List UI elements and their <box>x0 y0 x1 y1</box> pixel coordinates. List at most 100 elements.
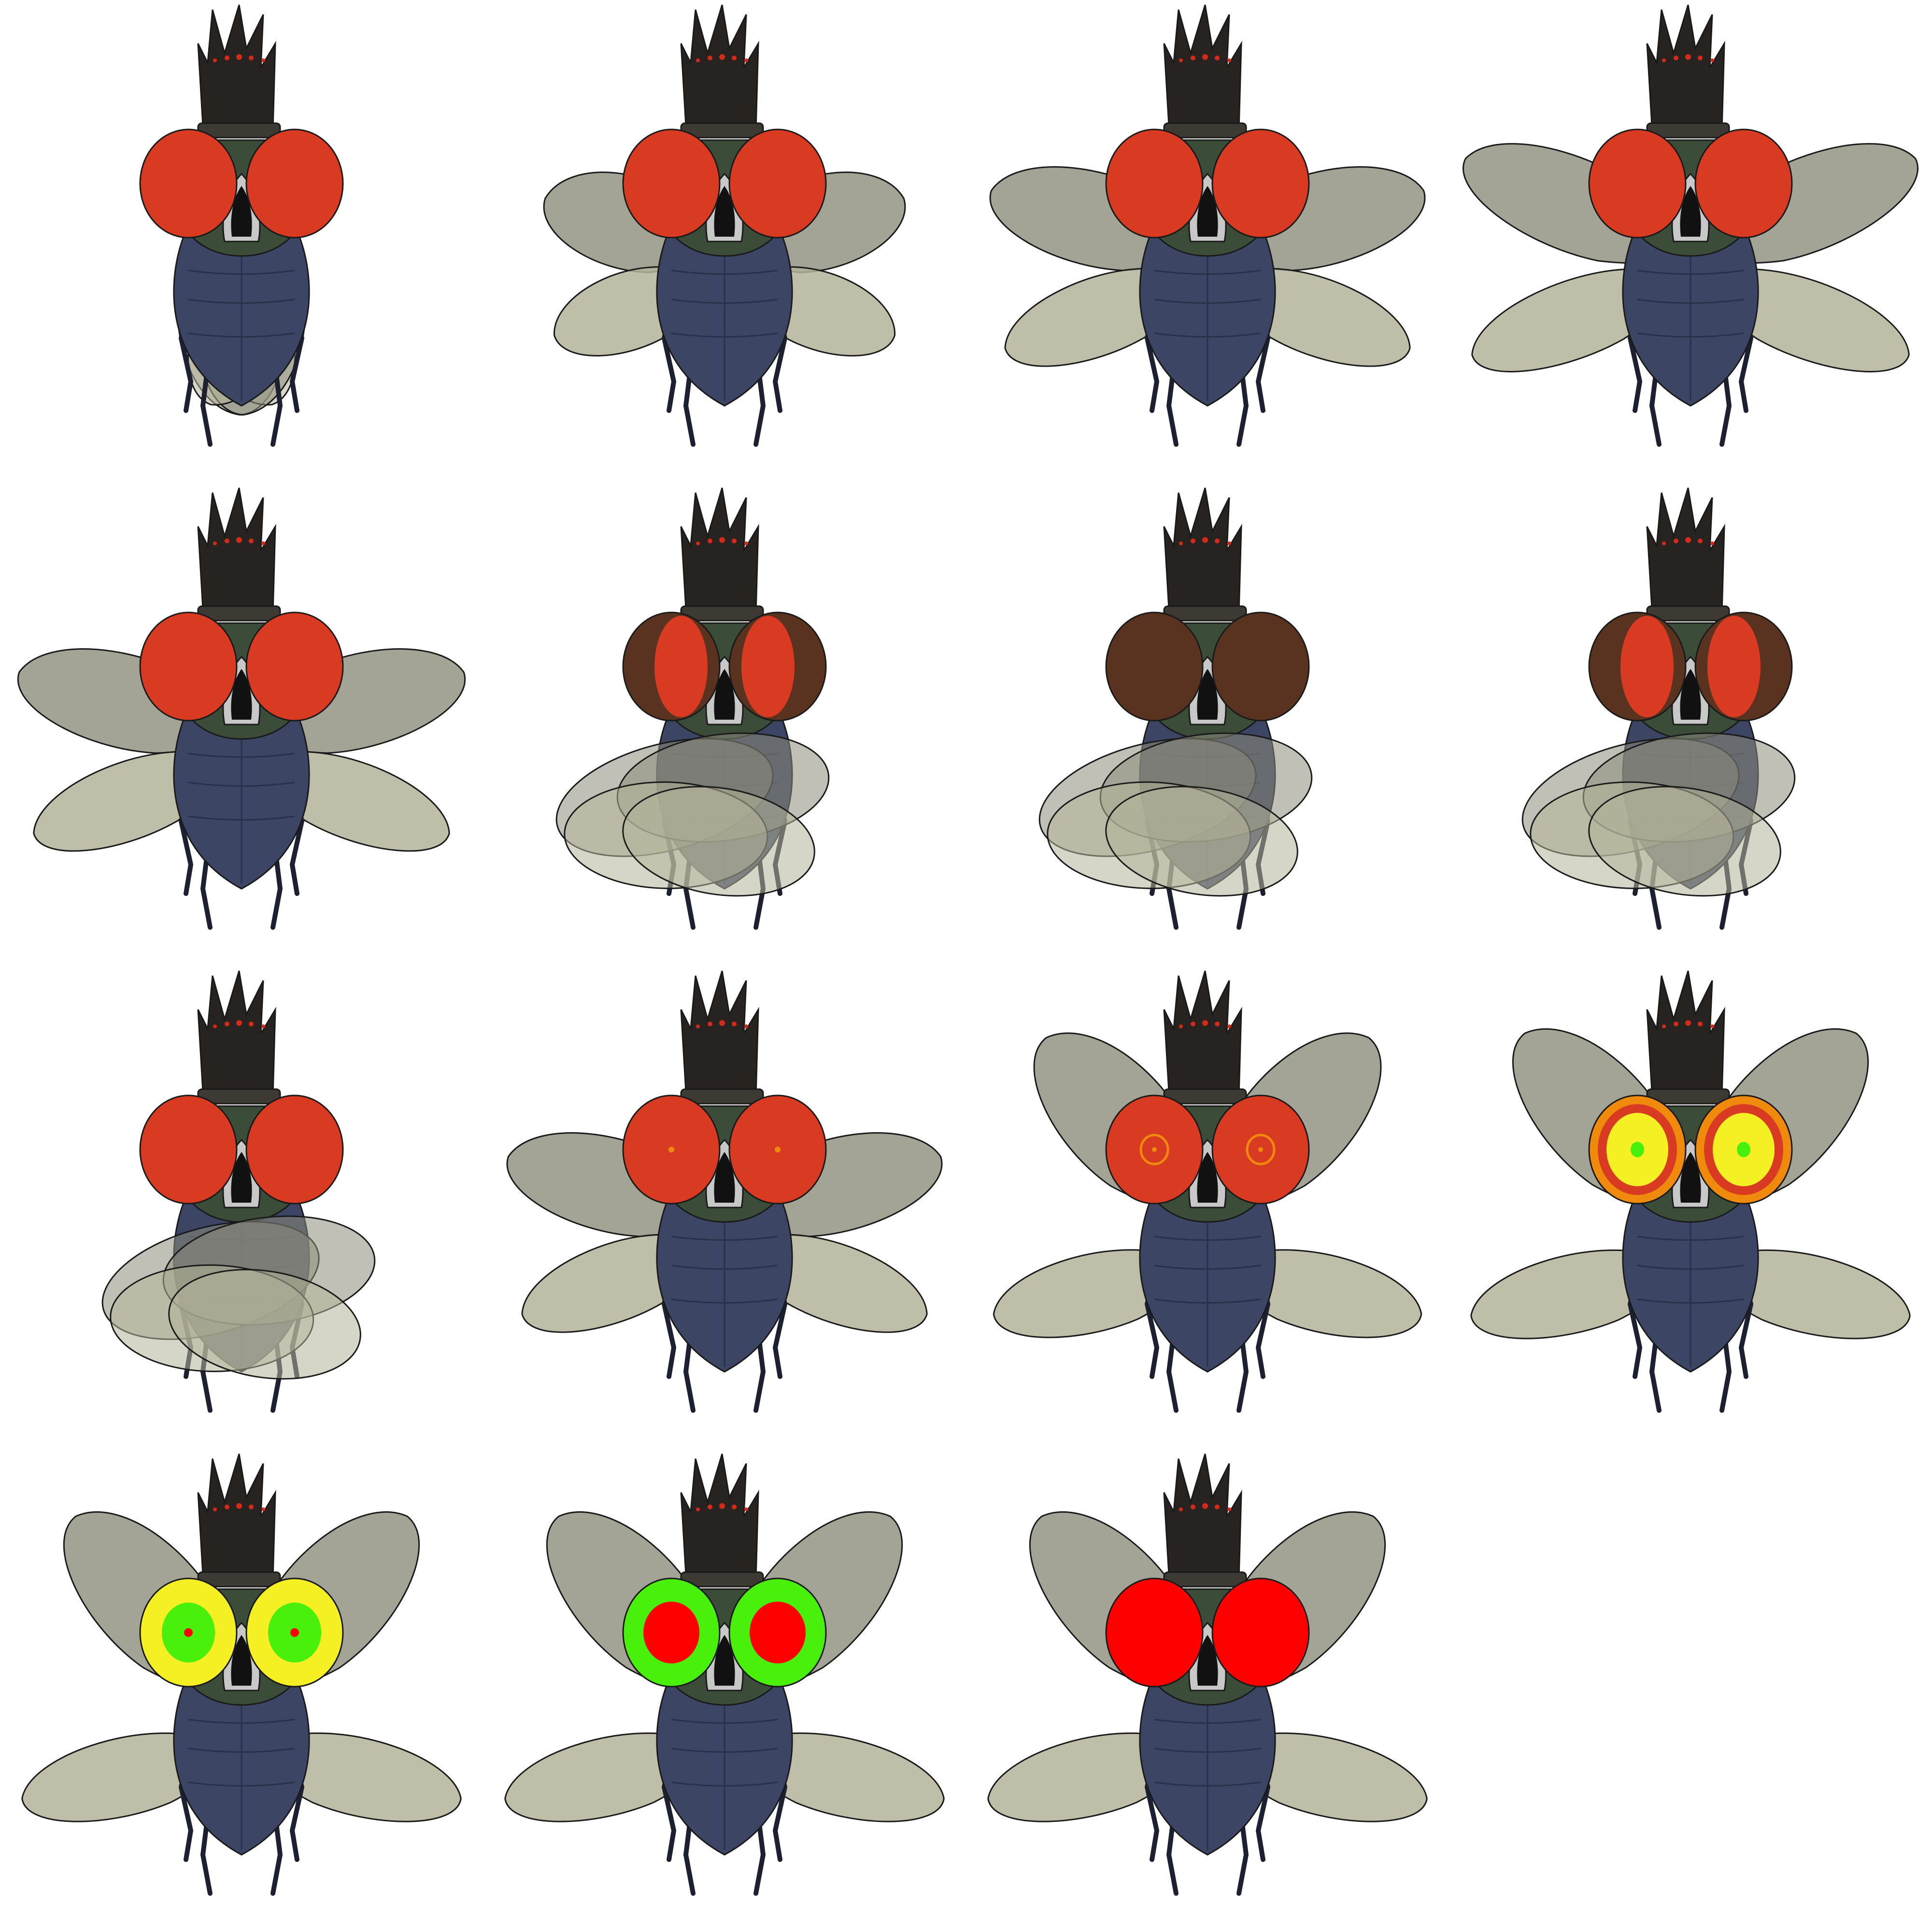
proboscis <box>197 970 276 1097</box>
eye-base <box>245 611 344 722</box>
proboscis <box>1163 970 1242 1097</box>
frame-12 <box>1470 970 1911 1413</box>
hind-leg <box>753 1331 766 1413</box>
dot <box>261 1507 265 1511</box>
wings <box>101 1215 376 1380</box>
mouth <box>714 186 735 237</box>
eye-base <box>1211 1577 1310 1688</box>
proboscis <box>197 1453 276 1580</box>
right-eye <box>245 128 344 239</box>
eye-center <box>643 1602 699 1663</box>
proboscis <box>1163 4 1242 131</box>
proboscis-dots <box>696 537 748 545</box>
proboscis <box>680 970 759 1097</box>
dot <box>744 58 748 62</box>
dot <box>696 1024 700 1028</box>
hind-leg <box>753 365 766 447</box>
dot <box>732 56 737 60</box>
proboscis-dots <box>1179 54 1231 62</box>
blurred-wing <box>1588 786 1781 897</box>
dot <box>1227 1024 1231 1028</box>
hind-leg <box>683 1331 696 1413</box>
dot <box>744 1507 748 1511</box>
dot <box>708 539 712 543</box>
dot <box>708 1022 712 1026</box>
dot <box>261 541 265 545</box>
proboscis-dots <box>1662 1020 1714 1028</box>
dot <box>1202 1503 1208 1509</box>
eye-center <box>750 1602 806 1663</box>
dot <box>225 56 229 60</box>
dot <box>1674 1022 1678 1026</box>
dot <box>1179 58 1183 62</box>
dot <box>696 58 700 62</box>
eye-dot <box>668 1147 674 1152</box>
frame-15 <box>987 1453 1428 1896</box>
eye-dot <box>775 1147 781 1152</box>
right-eye <box>728 128 827 239</box>
dot <box>236 1020 242 1026</box>
eye-center <box>1631 1142 1644 1157</box>
proboscis <box>1646 970 1725 1097</box>
left-eye <box>622 611 721 722</box>
dot <box>696 541 700 545</box>
eye-base <box>1211 611 1310 722</box>
proboscis-dots <box>213 1020 265 1028</box>
dot <box>249 56 254 60</box>
dot <box>696 1507 700 1511</box>
hind-leg <box>200 365 213 447</box>
proboscis-dots <box>213 1503 265 1511</box>
dot <box>1227 541 1231 545</box>
dot <box>1685 54 1691 60</box>
left-eye <box>1588 1094 1687 1205</box>
eye-base <box>245 1094 344 1205</box>
eye-center <box>290 1628 299 1637</box>
dot <box>1191 1022 1195 1026</box>
dot <box>249 1022 254 1026</box>
mouth <box>1197 186 1218 237</box>
mouth <box>1197 1152 1218 1203</box>
mouth <box>1197 669 1218 720</box>
eye-base <box>139 128 238 239</box>
hind-leg <box>270 1814 283 1896</box>
dot <box>719 54 725 60</box>
dot <box>1227 1507 1231 1511</box>
left-eye <box>1588 128 1687 239</box>
right-eye <box>728 1094 827 1205</box>
dot <box>213 58 217 62</box>
hind-leg <box>200 848 213 930</box>
frame-14 <box>504 1453 945 1896</box>
eye-base <box>139 1094 238 1205</box>
eye-base <box>1588 128 1687 239</box>
dot <box>1179 1507 1183 1511</box>
hind-leg <box>1719 1331 1732 1413</box>
proboscis <box>1163 1453 1242 1580</box>
right-eye <box>1211 1094 1310 1205</box>
frame-11 <box>993 970 1422 1413</box>
eye-base <box>728 128 827 239</box>
eye-base <box>1105 611 1204 722</box>
dot <box>236 54 242 60</box>
frame-10 <box>506 970 943 1413</box>
right-eye <box>245 1094 344 1205</box>
dot <box>732 1022 737 1026</box>
hind-leg <box>1236 1814 1249 1896</box>
mouth <box>231 186 252 237</box>
dot <box>719 1503 725 1509</box>
dot <box>261 1024 265 1028</box>
hind-leg <box>1166 1814 1179 1896</box>
dot <box>1215 1022 1220 1026</box>
dot <box>1191 1505 1195 1509</box>
frame-7 <box>1038 487 1313 930</box>
frame-9 <box>101 970 376 1413</box>
hind-leg <box>1719 365 1732 447</box>
blurred-wing <box>622 786 815 897</box>
left-eye <box>1105 128 1204 239</box>
left-eye <box>139 1094 238 1205</box>
dot <box>744 1024 748 1028</box>
left-eye <box>139 611 238 722</box>
eye-dot <box>1258 1147 1263 1152</box>
proboscis <box>197 4 276 131</box>
dot <box>1191 539 1195 543</box>
